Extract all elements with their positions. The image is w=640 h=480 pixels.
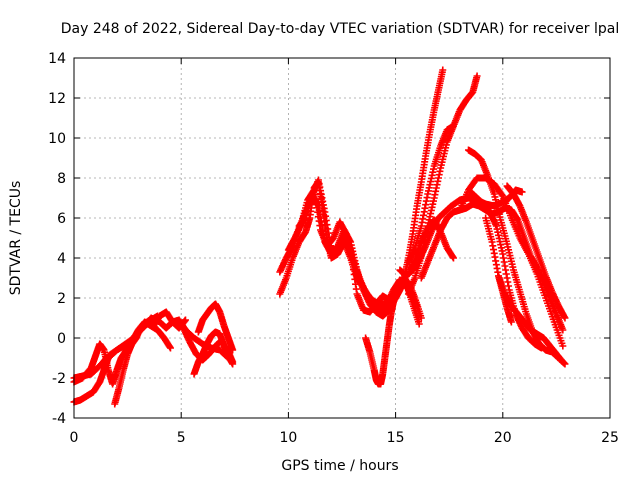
data-point-marker — [181, 316, 189, 324]
data-point-marker — [166, 344, 174, 352]
y-axis-label: SDTVAR / TECUs — [8, 181, 24, 296]
data-point-marker — [229, 346, 237, 354]
data-point-marker — [473, 72, 481, 80]
data-point-marker — [561, 314, 569, 322]
data-points — [70, 66, 569, 408]
x-tick-label: 5 — [177, 430, 186, 446]
y-tick-label: 2 — [57, 291, 66, 307]
series-arc-4 — [111, 308, 189, 408]
data-point-marker — [559, 342, 567, 350]
data-point-marker — [449, 122, 457, 130]
series-arc-6 — [190, 328, 237, 378]
data-point-marker — [559, 358, 567, 366]
data-point-marker — [229, 358, 237, 366]
data-point-marker — [413, 302, 421, 310]
x-axis-label: GPS time / hours — [281, 458, 398, 474]
series-arc-7 — [194, 300, 237, 354]
series-arc-15 — [404, 122, 457, 266]
data-point-marker — [507, 318, 515, 326]
series-arc-11 — [295, 176, 400, 316]
y-tick-label: 0 — [57, 331, 66, 347]
plot-frame — [73, 57, 611, 419]
y-tick-label: 6 — [57, 211, 66, 227]
data-point-marker — [439, 66, 447, 74]
data-point-marker — [518, 188, 526, 196]
x-tick-label: 10 — [279, 430, 297, 446]
data-point-marker — [417, 314, 425, 322]
y-tick-label: 10 — [48, 131, 66, 147]
chart-title: Day 248 of 2022, Sidereal Day-to-day VTE… — [61, 21, 619, 37]
y-tick-label: 12 — [48, 91, 66, 107]
data-point-marker — [449, 254, 457, 262]
y-tick-label: 14 — [48, 51, 66, 67]
y-tick-label: 8 — [57, 171, 66, 187]
data-point-marker — [537, 344, 545, 352]
series-arc-23 — [503, 182, 569, 322]
x-tick-label: 20 — [494, 430, 512, 446]
data-point-marker — [415, 320, 423, 328]
data-point-marker — [498, 191, 506, 199]
series-arc-24 — [495, 272, 515, 326]
y-tick-label: 4 — [57, 251, 66, 267]
series-arc-19 — [456, 174, 567, 350]
y-tick-label: -4 — [52, 411, 66, 427]
series-arc-21 — [467, 188, 545, 352]
x-tick-label: 0 — [70, 430, 79, 446]
x-tick-label: 25 — [601, 430, 619, 446]
y-tick-label: -2 — [52, 371, 66, 387]
x-tick-label: 15 — [387, 430, 405, 446]
